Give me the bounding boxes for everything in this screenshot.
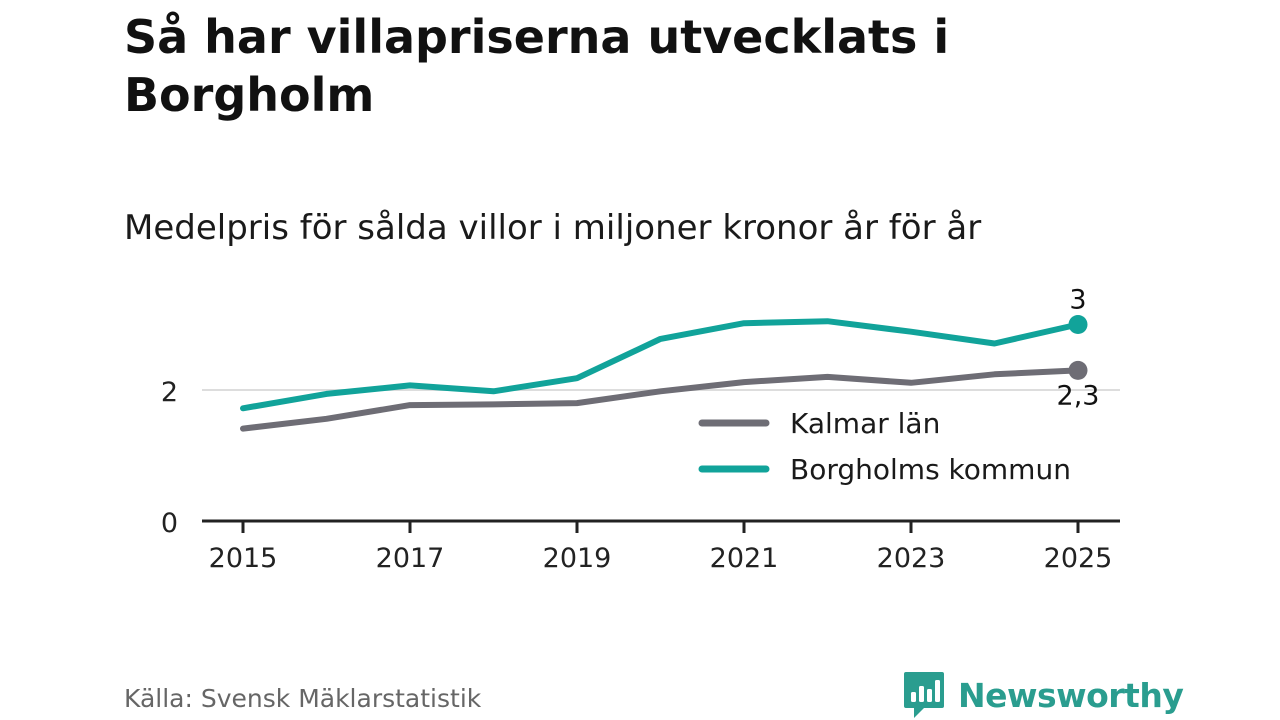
chart-subtitle: Medelpris för sålda villor i miljoner kr… [124,208,982,248]
x-tick-label-2017: 2017 [376,543,445,574]
end-point-borgholms-kommun [1068,315,1088,334]
series-line-kalmar-lan [240,367,1081,432]
series-line-borgholms-kommun [240,318,1081,412]
data-labels: 2,33 [1057,285,1100,412]
brand-logo: Newsworthy [902,670,1184,720]
series-lines [240,315,1088,432]
legend: Kalmar län Borgholms kommun [698,407,1071,486]
y-tick-label-0: 0 [161,508,178,539]
x-tick-label-2015: 2015 [209,543,278,574]
legend-label-kalmar-lan: Kalmar län [790,407,940,440]
bar-chart-speech-bubble-icon [904,672,944,718]
page-title: Så har villapriserna utvecklats i Borgho… [124,10,950,122]
axes: 0 2 2015 2017 2019 2021 2023 2025 [161,377,1120,574]
x-tick-label-2021: 2021 [710,543,779,574]
source-note: Källa: Svensk Mäklarstatistik [124,684,482,713]
x-tick-label-2023: 2023 [877,543,946,574]
x-tick-label-2025: 2025 [1044,543,1113,574]
end-point-kalmar-lan [1068,360,1088,380]
legend-label-borgholms-kommun: Borgholms kommun [790,453,1071,486]
y-tick-label-2: 2 [161,377,178,408]
brand-name: Newsworthy [958,675,1184,715]
x-tick-label-2019: 2019 [543,543,612,574]
end-label-borgholms-kommun: 3 [1069,285,1086,316]
end-label-kalmar-lan: 2,3 [1057,380,1100,411]
